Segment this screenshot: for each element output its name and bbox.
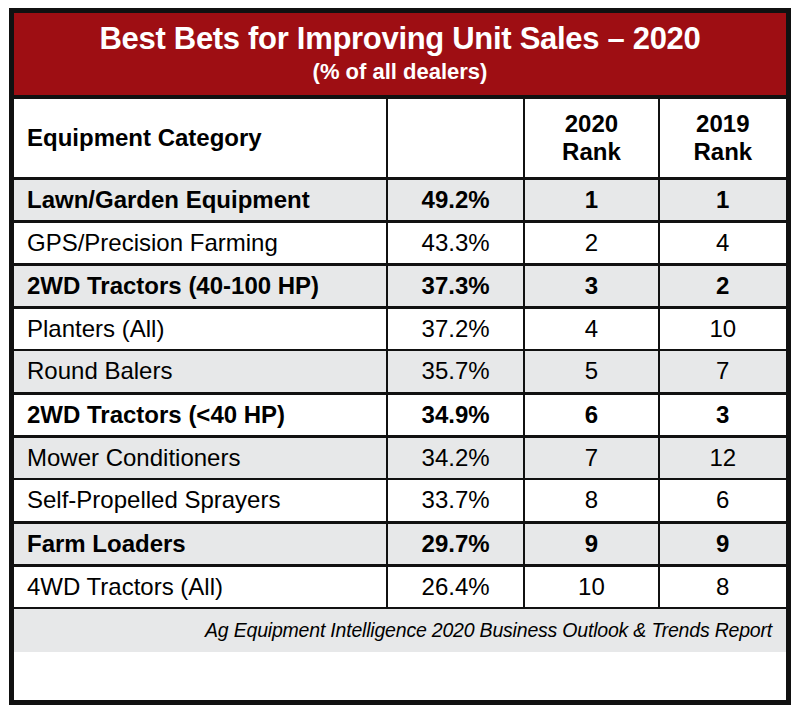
report-table-frame: Best Bets for Improving Unit Sales – 202… <box>9 8 791 705</box>
rank-2019-cell: 7 <box>659 350 786 393</box>
category-cell: Farm Loaders <box>14 522 387 565</box>
category-cell: Planters (All) <box>14 307 387 350</box>
rank-2019-cell: 8 <box>659 565 786 608</box>
rank-2020-cell: 6 <box>524 393 658 436</box>
category-cell: Mower Conditioners <box>14 436 387 479</box>
percent-cell: 29.7% <box>387 522 524 565</box>
source-row: Ag Equipment Intelligence 2020 Business … <box>14 608 786 652</box>
rank-2020-cell: 9 <box>524 522 658 565</box>
rank-2019-cell: 9 <box>659 522 786 565</box>
rank-2020-cell: 1 <box>524 178 658 221</box>
category-cell: 4WD Tractors (All) <box>14 565 387 608</box>
rank-2019-label: Rank <box>660 138 786 166</box>
table-row: Self-Propelled Sprayers 33.7% 8 6 <box>14 479 786 522</box>
table-row: Planters (All) 37.2% 4 10 <box>14 307 786 350</box>
category-cell: 2WD Tractors (40-100 HP) <box>14 264 387 307</box>
percent-cell: 35.7% <box>387 350 524 393</box>
col-header-rank-2019: 2019 Rank <box>659 99 786 178</box>
table-row: 4WD Tractors (All) 26.4% 10 8 <box>14 565 786 608</box>
sales-rank-table: Equipment Category 2020 Rank 2019 Rank L… <box>14 99 786 652</box>
category-cell: GPS/Precision Farming <box>14 221 387 264</box>
rank-2020-cell: 4 <box>524 307 658 350</box>
percent-cell: 43.3% <box>387 221 524 264</box>
page-subtitle: (% of all dealers) <box>313 59 488 85</box>
rank-2019-cell: 6 <box>659 479 786 522</box>
rank-2019-cell: 12 <box>659 436 786 479</box>
rank-2020-year: 2020 <box>525 110 657 138</box>
table-row: GPS/Precision Farming 43.3% 2 4 <box>14 221 786 264</box>
rank-2019-cell: 10 <box>659 307 786 350</box>
rank-2020-cell: 5 <box>524 350 658 393</box>
rank-2019-year: 2019 <box>660 110 786 138</box>
table-row: Lawn/Garden Equipment 49.2% 1 1 <box>14 178 786 221</box>
percent-cell: 34.2% <box>387 436 524 479</box>
category-cell: Round Balers <box>14 350 387 393</box>
category-cell: Lawn/Garden Equipment <box>14 178 387 221</box>
percent-cell: 49.2% <box>387 178 524 221</box>
rank-2020-cell: 2 <box>524 221 658 264</box>
col-header-rank-2020: 2020 Rank <box>524 99 658 178</box>
rank-2020-cell: 8 <box>524 479 658 522</box>
category-cell: 2WD Tractors (<40 HP) <box>14 393 387 436</box>
rank-2020-cell: 3 <box>524 264 658 307</box>
table-row: Mower Conditioners 34.2% 7 12 <box>14 436 786 479</box>
table-row: Round Balers 35.7% 5 7 <box>14 350 786 393</box>
rank-2020-cell: 10 <box>524 565 658 608</box>
percent-cell: 37.2% <box>387 307 524 350</box>
rank-2019-cell: 1 <box>659 178 786 221</box>
table-row: 2WD Tractors (40-100 HP) 37.3% 3 2 <box>14 264 786 307</box>
rank-2019-cell: 4 <box>659 221 786 264</box>
rank-2019-cell: 3 <box>659 393 786 436</box>
col-header-category: Equipment Category <box>14 99 387 178</box>
page-title: Best Bets for Improving Unit Sales – 202… <box>99 23 700 56</box>
title-band: Best Bets for Improving Unit Sales – 202… <box>14 13 786 99</box>
percent-cell: 34.9% <box>387 393 524 436</box>
percent-cell: 37.3% <box>387 264 524 307</box>
percent-cell: 26.4% <box>387 565 524 608</box>
table-header-row: Equipment Category 2020 Rank 2019 Rank <box>14 99 786 178</box>
percent-cell: 33.7% <box>387 479 524 522</box>
rank-2020-label: Rank <box>525 138 657 166</box>
category-cell: Self-Propelled Sprayers <box>14 479 387 522</box>
rank-2020-cell: 7 <box>524 436 658 479</box>
table-row: Farm Loaders 29.7% 9 9 <box>14 522 786 565</box>
source-note: Ag Equipment Intelligence 2020 Business … <box>14 608 786 652</box>
col-header-percent <box>387 99 524 178</box>
table-row: 2WD Tractors (<40 HP) 34.9% 6 3 <box>14 393 786 436</box>
rank-2019-cell: 2 <box>659 264 786 307</box>
